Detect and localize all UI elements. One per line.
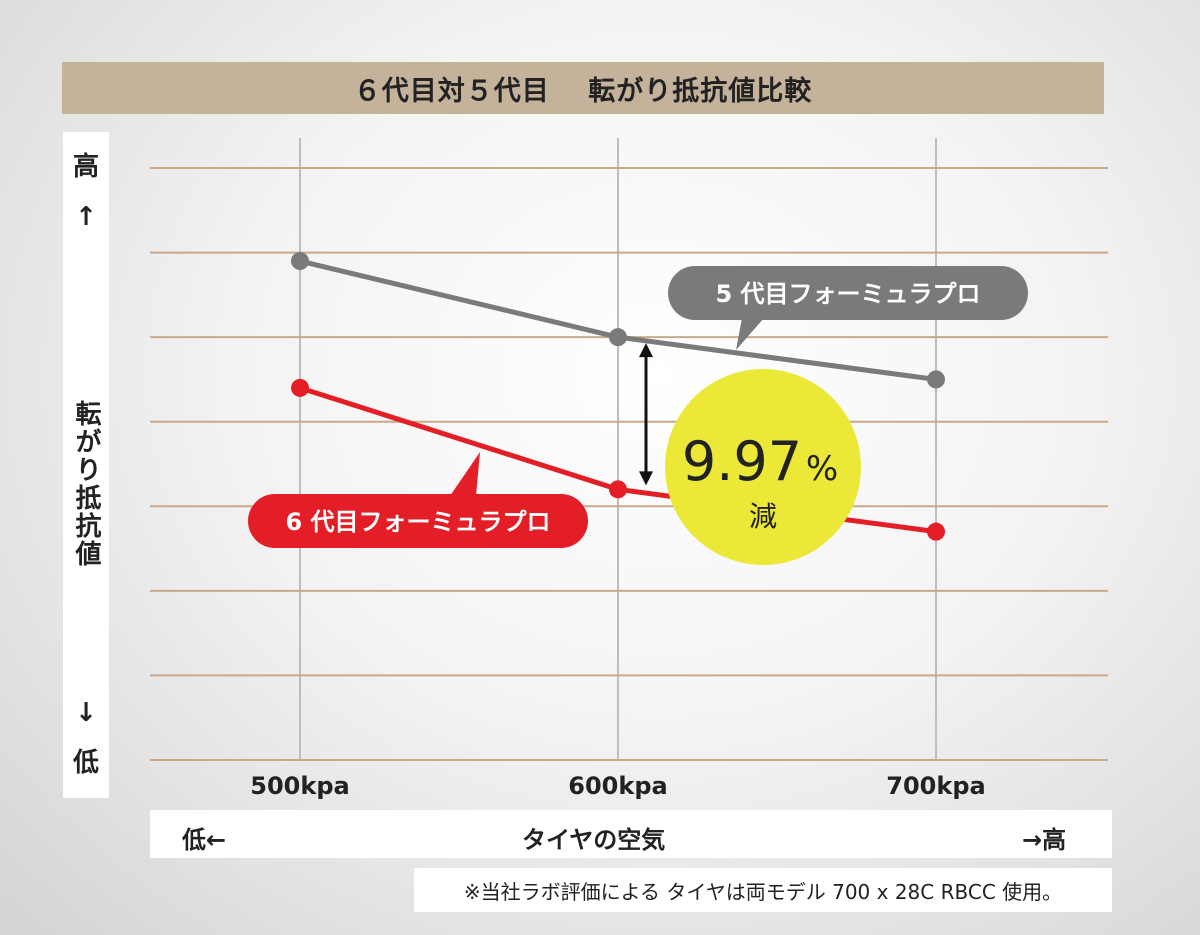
y-axis-up-arrow: ↑: [75, 202, 97, 232]
x-axis-label: タイヤの空気: [522, 826, 666, 854]
legend-label-gen5: 5 代目フォーミュラプロ: [715, 280, 980, 308]
reduction-badge: [665, 369, 861, 565]
badge-text: 減: [749, 500, 777, 533]
legend-bubble-gen5: [668, 266, 1028, 320]
x-tick-label: 700kpa: [886, 772, 985, 800]
data-point: [927, 522, 945, 541]
badge-value: 9.97: [682, 430, 802, 493]
x-axis-label-box: 低← タイヤの空気 →高: [150, 810, 1112, 858]
data-point: [609, 328, 627, 347]
x-tick-label: 600kpa: [568, 772, 667, 800]
y-axis-high: 高: [72, 152, 99, 182]
y-axis-down-arrow: ↓: [75, 698, 97, 728]
data-point: [291, 378, 309, 397]
legend-bubble-gen6: [248, 494, 588, 548]
data-point: [927, 370, 945, 389]
badge-unit: %: [806, 449, 838, 489]
x-axis-low: 低←: [182, 826, 227, 854]
arrow-head-down: [639, 471, 653, 486]
footnote: ※当社ラボ評価による タイヤは両モデル 700 x 28C RBCC 使用。: [414, 868, 1112, 912]
y-axis-low: 低: [72, 748, 99, 778]
legend-pointer-gen5: [736, 318, 764, 350]
x-tick-label: 500kpa: [250, 772, 349, 800]
data-point: [291, 252, 309, 271]
legend-label-gen6: 6 代目フォーミュラプロ: [285, 508, 550, 536]
x-axis-high: →高: [1022, 826, 1067, 854]
chart-title: ６代目対５代目 転がり抵抗値比較: [62, 62, 1104, 114]
arrow-head-up: [639, 343, 653, 358]
data-point: [609, 480, 627, 499]
y-axis-label: 転がり抵抗値: [71, 400, 101, 568]
y-axis-label-box: 高 ↑ 転がり抵抗値 ↓ 低: [63, 132, 109, 798]
legend-pointer-gen6: [450, 452, 480, 496]
